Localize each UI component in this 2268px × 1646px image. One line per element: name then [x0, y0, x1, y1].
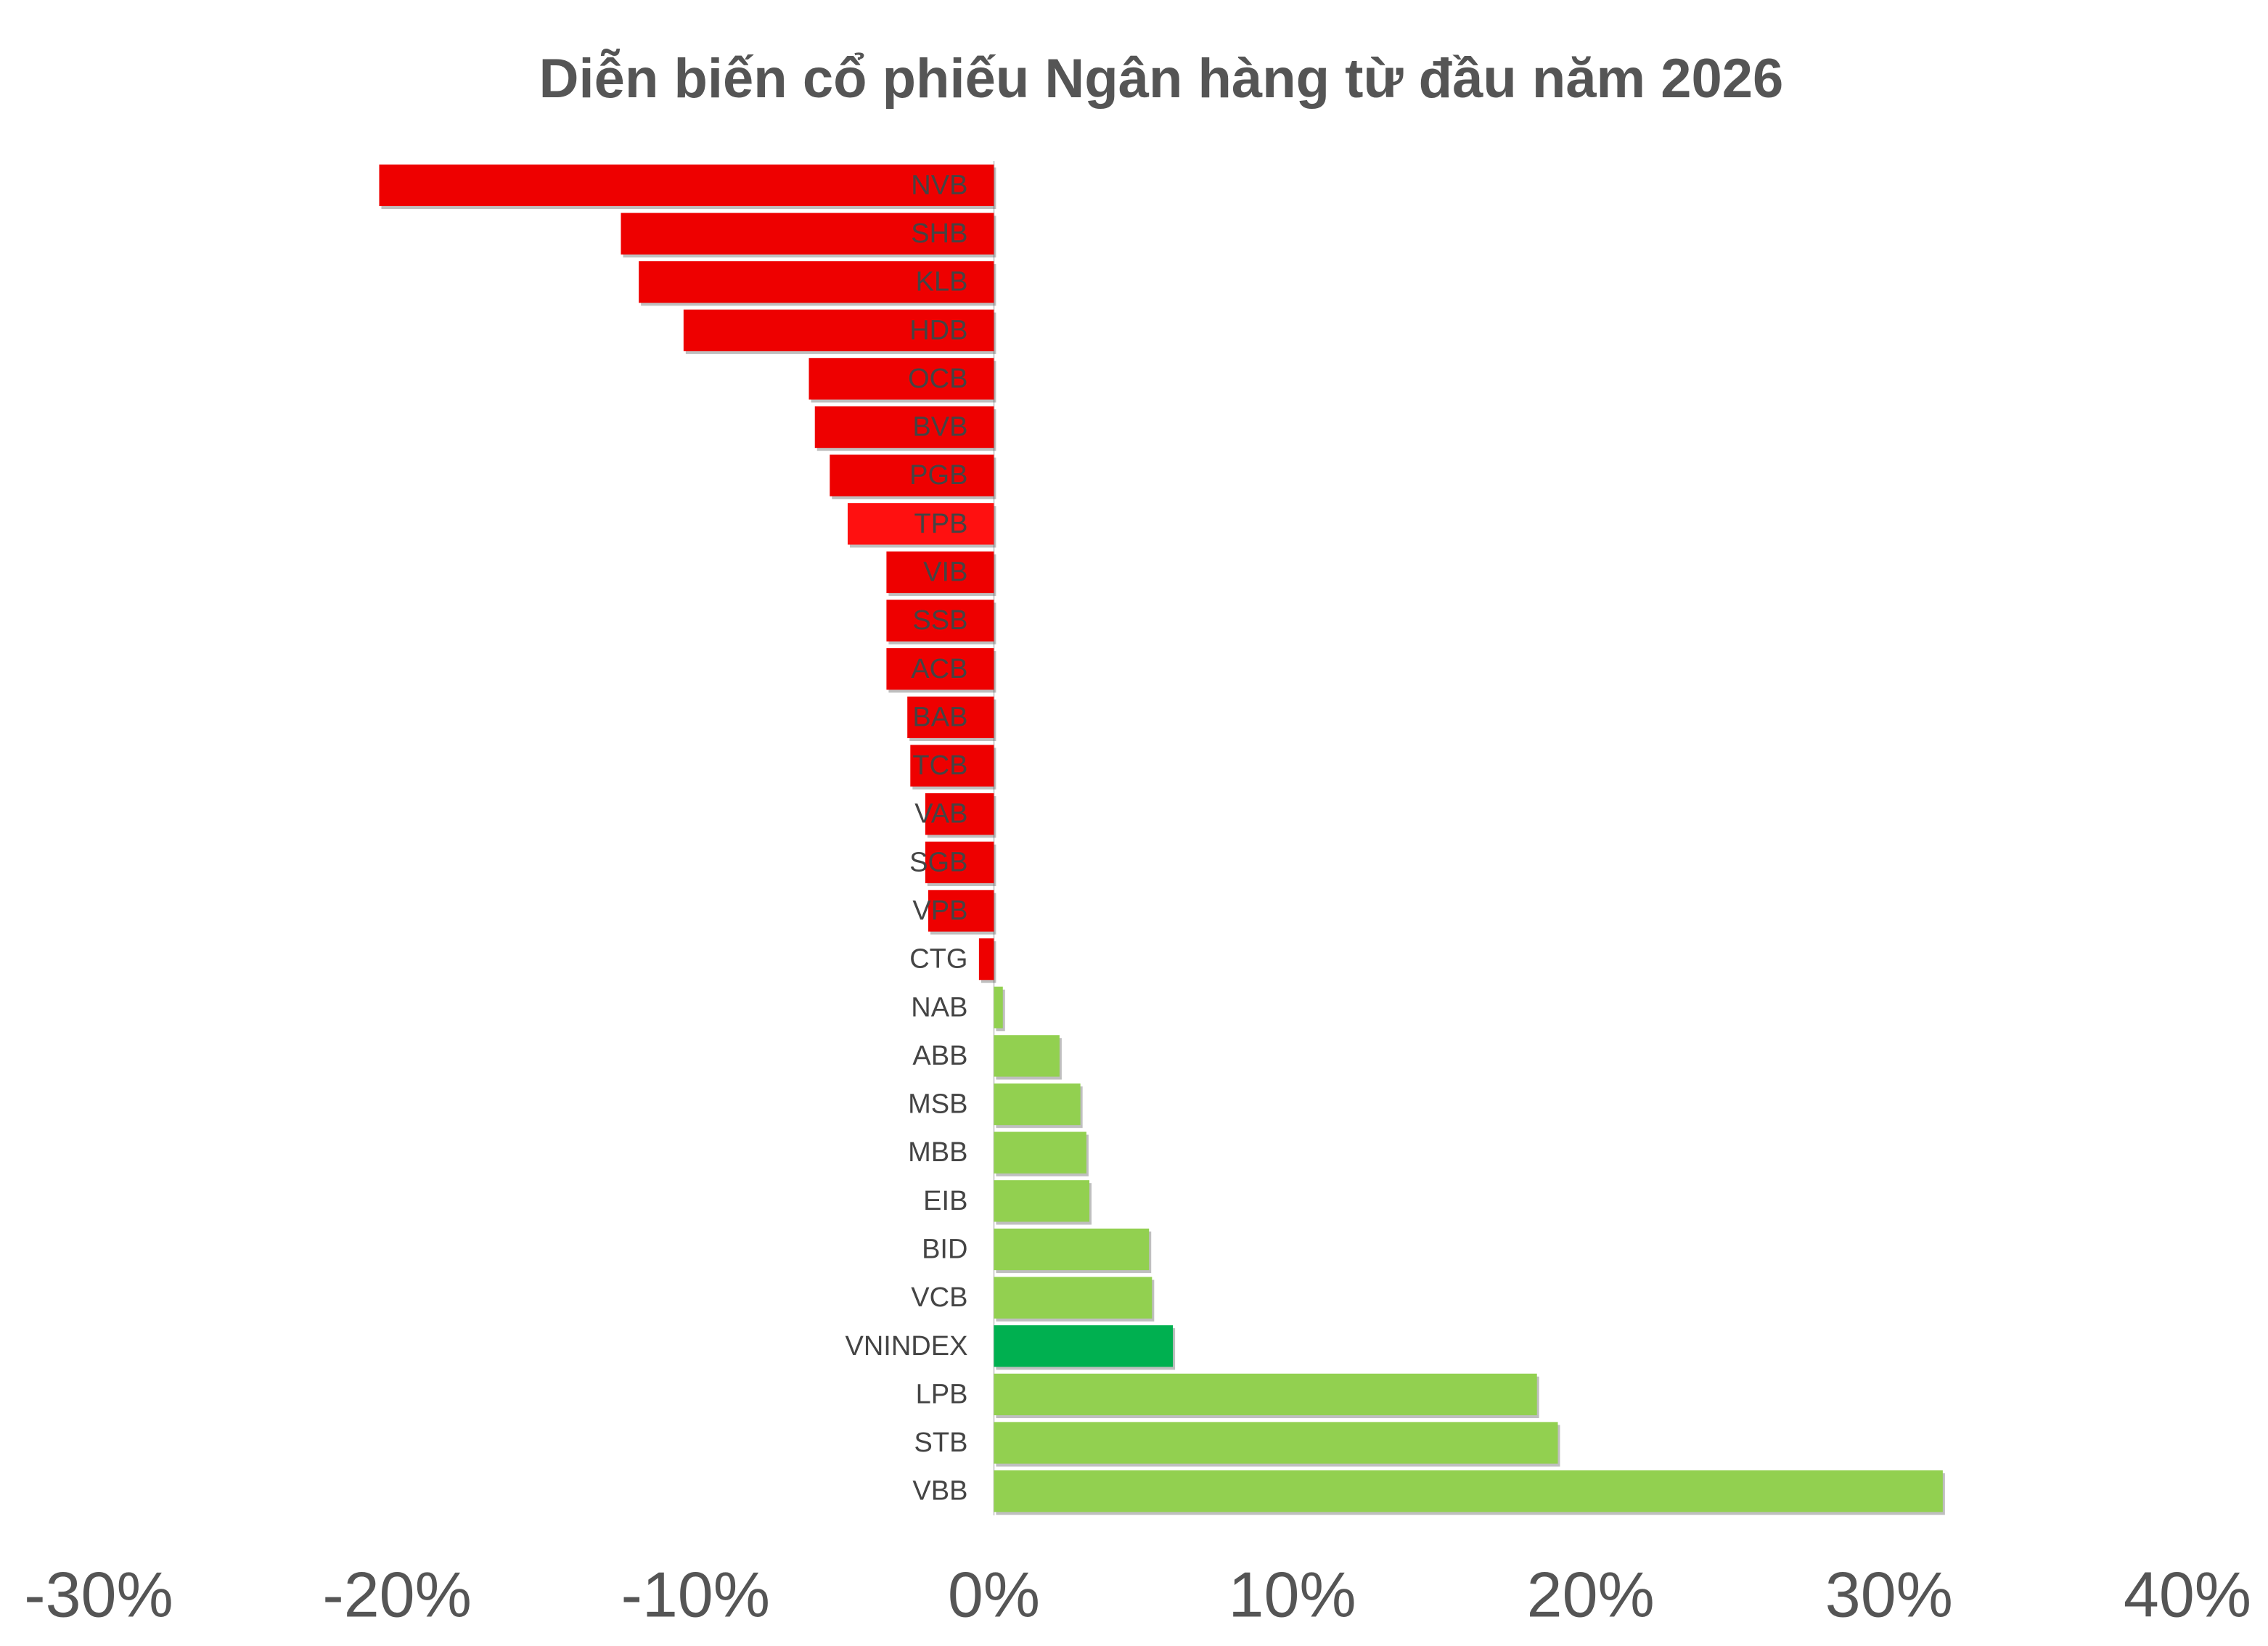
bar — [808, 358, 994, 400]
category-label: NAB — [911, 992, 967, 1023]
bar — [994, 1422, 1558, 1464]
x-tick-label: 30% — [1825, 1558, 1953, 1630]
bar — [994, 1083, 1081, 1126]
category-label: VBB — [912, 1476, 967, 1507]
x-tick-label: 0% — [948, 1558, 1040, 1630]
bar — [886, 599, 994, 642]
category-label: KLB — [916, 267, 968, 298]
category-label: VIB — [923, 557, 967, 587]
category-label: TPB — [914, 509, 968, 539]
bar — [925, 793, 994, 835]
bar — [907, 696, 994, 739]
category-label: SSB — [912, 605, 967, 636]
category-label: BVB — [912, 412, 967, 443]
bar — [994, 1470, 1943, 1512]
x-tick-label: -10% — [621, 1558, 770, 1630]
bar — [683, 309, 994, 351]
category-label: HDB — [909, 315, 967, 345]
bar — [925, 841, 994, 883]
category-label: MSB — [908, 1089, 967, 1120]
category-label: CTG — [909, 944, 967, 975]
bar — [928, 890, 994, 932]
x-tick-label: -30% — [24, 1558, 173, 1630]
bar — [621, 213, 994, 255]
x-tick-label: 40% — [2124, 1558, 2251, 1630]
bar — [994, 986, 1003, 1028]
category-label: TCB — [912, 750, 967, 781]
bar — [994, 1373, 1537, 1416]
category-label: LPB — [916, 1379, 968, 1409]
bar — [830, 454, 994, 496]
bar — [910, 745, 994, 787]
bar — [994, 1035, 1060, 1077]
bar — [886, 648, 994, 690]
bar — [994, 1277, 1153, 1319]
bar — [639, 261, 994, 303]
bar — [978, 938, 994, 980]
category-label: BID — [922, 1234, 967, 1264]
category-label: BAB — [912, 702, 967, 732]
category-label: ACB — [911, 654, 967, 684]
bar — [847, 503, 994, 545]
bar — [994, 1131, 1086, 1174]
category-label: VPB — [912, 896, 967, 926]
category-label: VNINDEX — [846, 1331, 968, 1362]
category-label: VCB — [911, 1282, 967, 1313]
category-label: PGB — [909, 460, 967, 491]
x-tick-label: 20% — [1527, 1558, 1655, 1630]
x-tick-label: 10% — [1229, 1558, 1356, 1630]
category-label: SHB — [911, 218, 967, 249]
category-label: STB — [914, 1428, 968, 1458]
bar — [814, 406, 994, 449]
category-label: OCB — [908, 364, 967, 394]
category-label: NVB — [911, 170, 967, 200]
bar — [886, 551, 994, 594]
category-label: SGB — [909, 847, 967, 877]
category-label: VAB — [914, 799, 967, 830]
bar — [994, 1228, 1150, 1271]
x-tick-label: -20% — [322, 1558, 471, 1630]
chart-title: Diễn biến cổ phiếu Ngân hàng từ đầu năm … — [539, 48, 1784, 110]
category-label: EIB — [923, 1186, 967, 1216]
category-label: MBB — [908, 1137, 967, 1168]
bar — [994, 1180, 1089, 1222]
category-label: ABB — [912, 1041, 967, 1071]
bar — [379, 164, 994, 206]
bar — [994, 1325, 1174, 1367]
